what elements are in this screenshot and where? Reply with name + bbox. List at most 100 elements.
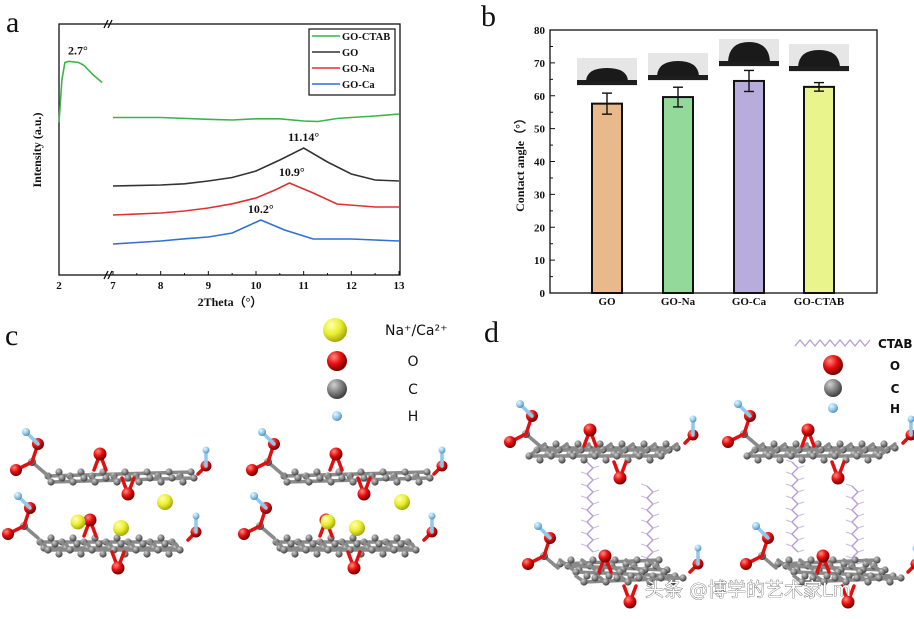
carbon-atom [412, 546, 420, 554]
substrate [719, 61, 779, 66]
legend-item-c: C [327, 379, 418, 399]
droplet-image-go-ctab [789, 44, 849, 72]
graphene-oxide-sheet [272, 534, 420, 558]
ctab-h-bond [857, 537, 865, 541]
ctab-h-bond [640, 531, 648, 535]
oxygen-atom [613, 471, 627, 485]
substrate [577, 80, 637, 85]
go-ctab-stack [504, 400, 704, 609]
carbon-atom [291, 550, 299, 558]
carbon-atom [382, 474, 390, 482]
cation-atom [157, 494, 173, 510]
break-mark [103, 270, 109, 280]
bar-group-go-ctab: GO-CTAB [789, 44, 849, 308]
carbon-atom [165, 468, 173, 476]
panel-label-a: a [6, 6, 19, 39]
carbon-atom [657, 452, 665, 460]
bond [792, 570, 895, 578]
carbon-atom [294, 474, 302, 482]
ctab-h-bond [640, 555, 648, 559]
carbon-atom [77, 550, 85, 558]
carbon-atom [787, 452, 795, 460]
carbon-atom [55, 550, 63, 558]
carbon-atom [605, 572, 613, 580]
bar-series: GO GO-Na GO-Ca GO-CTAB [577, 39, 849, 308]
xrd-series [58, 60, 400, 245]
peak-label: 10.2° [248, 202, 274, 216]
carbon-atom [146, 474, 154, 482]
contact-angle-chart: 0 10 20 30 40 50 60 70 80 GO GO-Na GO-Ca GO-CTAB Co… [512, 25, 878, 308]
carbon-atom [132, 546, 140, 554]
carbon-atom [124, 474, 132, 482]
carbon-atom [616, 568, 624, 576]
cation-atom [323, 318, 347, 342]
ctab-h-bond [785, 471, 793, 475]
axis-break-marks [103, 19, 113, 280]
hydrogen-atom [22, 428, 30, 436]
carbon-atom [154, 546, 162, 554]
ctab-h-bond [857, 525, 865, 529]
oxygen-atom [347, 561, 361, 575]
ctab-h-bond [592, 501, 600, 505]
carbon-atom [165, 550, 173, 558]
carbon-atom [102, 474, 110, 482]
legend-item-d: H [828, 402, 900, 416]
ctab-h-bond [845, 555, 853, 559]
carbon-atom [287, 540, 295, 548]
cation-atom [394, 494, 410, 510]
carbon-atom [47, 534, 55, 542]
ctab-h-bond [785, 543, 793, 547]
carbon-atom [613, 574, 621, 582]
carbon-atom [143, 468, 151, 476]
ctab-h-bond [845, 531, 853, 535]
carbon-atom [572, 568, 580, 576]
water-droplet [657, 61, 699, 76]
carbon-atom [397, 540, 405, 548]
bar-y-axis-label: Contact angle（°） [512, 112, 527, 212]
ctab-h-bond [797, 537, 805, 541]
go-ion-stack [2, 428, 212, 575]
carbon-atom [379, 550, 387, 558]
ctab-h-bond [580, 519, 588, 523]
x-tick-label: 2 [56, 280, 62, 292]
ctab-h-bond [785, 507, 793, 511]
carbon-atom [47, 478, 55, 486]
carbon-atom [646, 456, 654, 464]
carbon-atom [80, 474, 88, 482]
carbon-atom [305, 478, 313, 486]
bar-y-ticks: 0 10 20 30 40 50 60 70 80 [534, 25, 555, 300]
oxygen-atom [740, 558, 752, 570]
carbon-atom [423, 468, 431, 476]
peak-label: 11.14° [288, 130, 319, 144]
hydrogen-atom [14, 492, 22, 500]
carbon-atom [552, 440, 560, 448]
carbon-atom [525, 452, 533, 460]
ctab-h-bond [785, 531, 793, 535]
carbon-atom [662, 440, 670, 448]
hydrogen-atom [332, 411, 342, 421]
bond [574, 570, 677, 578]
carbon-atom [801, 572, 809, 580]
ctab-backbone [586, 461, 594, 553]
hydrogen-atom [907, 415, 914, 423]
ctab-h-bond [797, 549, 805, 553]
carbon-atom [602, 578, 610, 586]
oxygen-atom [121, 487, 135, 501]
xrd-peak-annotations: 2.7° 11.14° 10.9° 10.2° [68, 43, 319, 216]
carbon-atom [627, 572, 635, 580]
carbon-atom [574, 440, 582, 448]
carbon-atom [618, 440, 626, 448]
carbon-atom [679, 574, 687, 582]
carbon-atom [371, 478, 379, 486]
carbon-atom [302, 546, 310, 554]
carbon-atom [635, 574, 643, 582]
carbon-atom [823, 572, 831, 580]
series-line-go [112, 147, 400, 187]
substrate [789, 66, 849, 71]
category-label: GO-Ca [732, 296, 767, 308]
ctab-h-bond [797, 465, 805, 469]
ion-intercalation-diagram: Na⁺/Ca²⁺ OCH [2, 318, 448, 575]
droplet-image-go [577, 58, 637, 86]
ctab-h-bond [785, 459, 793, 463]
